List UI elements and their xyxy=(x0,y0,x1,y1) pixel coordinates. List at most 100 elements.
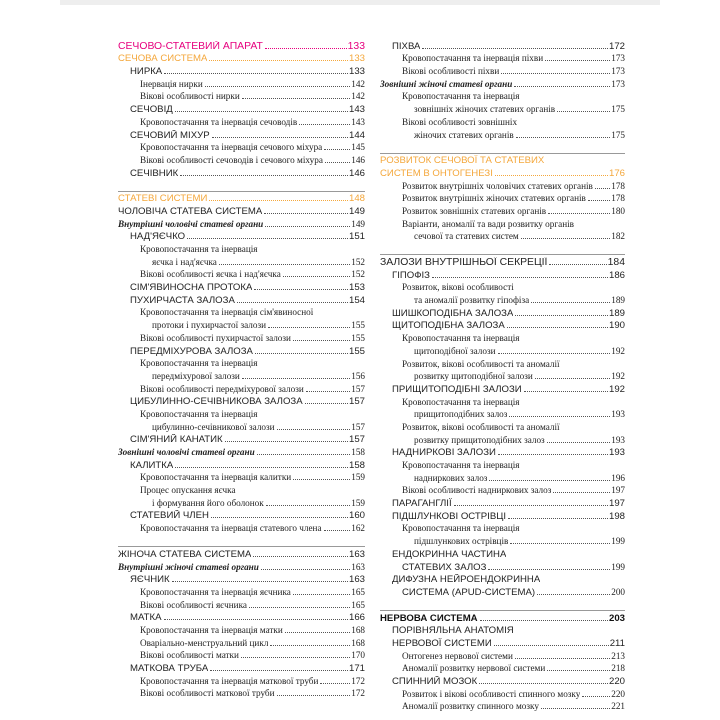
entry-title: Вікові особливості маткової труби xyxy=(140,688,275,699)
page-number: 173 xyxy=(611,66,625,77)
entry-title: СІМ'ЯВИНОСНА ПРОТОКА xyxy=(130,282,253,294)
toc-entry: СТАТЕВИХ ЗАЛОЗ 199 xyxy=(380,560,625,573)
entry-title: Вікові особливості зовнішніх xyxy=(402,116,518,127)
dot-leader xyxy=(211,136,348,138)
entry-title: СИСТЕМА (APUD-СИСТЕМА) xyxy=(402,586,536,598)
page-number: 154 xyxy=(348,294,365,306)
dot-leader xyxy=(557,111,611,113)
entry-title: НАД'ЯЄЧКО xyxy=(130,231,186,243)
toc-entry: протоки і пухирчастої залози 155 xyxy=(118,318,365,331)
dot-leader xyxy=(548,212,611,214)
dot-leader xyxy=(515,136,611,138)
toc-entry: сечової та статевих систем 182 xyxy=(380,230,625,243)
toc-entry: Вікові особливості яєчника 165 xyxy=(118,598,365,611)
entry-title: Вікові особливості пухирчастої залози xyxy=(140,332,291,343)
dot-leader xyxy=(489,479,611,481)
entry-title: передміхурової залози xyxy=(152,370,240,381)
page-number: 162 xyxy=(351,523,365,534)
page-number: 149 xyxy=(351,218,365,229)
page-number: 165 xyxy=(351,599,365,610)
page-number: 190 xyxy=(608,320,625,332)
dot-leader xyxy=(209,200,348,202)
page-number: 180 xyxy=(611,205,625,216)
dot-leader xyxy=(210,670,348,671)
dot-leader xyxy=(210,517,348,519)
entry-title: ПОРІВНЯЛЬНА АНАТОМІЯ xyxy=(392,625,514,637)
dot-leader xyxy=(479,619,608,621)
dot-leader xyxy=(553,492,611,494)
page-number: 142 xyxy=(351,91,365,102)
page-number: 175 xyxy=(611,104,625,115)
toc-entry: і формування його оболонок 159 xyxy=(118,496,365,509)
dot-leader xyxy=(515,314,608,316)
page-number: 178 xyxy=(611,193,625,204)
dot-leader xyxy=(324,161,351,163)
entry-title: ДИФУЗНА НЕЙРОЕНДОКРИННА xyxy=(392,574,541,586)
dot-leader xyxy=(523,390,608,392)
dot-leader xyxy=(320,682,351,684)
entry-title: ЧОЛОВІЧА СТАТЕВА СИСТЕМА xyxy=(118,205,263,217)
toc-entry: ПРИЩИТОПОДІБНІ ЗАЛОЗИ 192 xyxy=(380,382,625,395)
entry-title: СІМ'ЯНИЙ КАНАТИК xyxy=(130,434,223,446)
toc-left-column: СЕЧОВО-СТАТЕВИЙ АПАРАТ 133 СЕЧОВА СИСТЕМА 1… xyxy=(118,39,365,699)
toc-entry: НАД'ЯЄЧКО 151 xyxy=(118,230,365,243)
toc-entry: Внутрішні чоловічі статеві органи 149 xyxy=(118,217,365,230)
page-number: 151 xyxy=(348,231,365,243)
dot-leader xyxy=(547,670,611,672)
toc-entry: прищитоподібних залоз 193 xyxy=(380,408,625,421)
dot-leader xyxy=(265,225,351,227)
dot-leader xyxy=(506,327,608,329)
toc-entry: СЕЧОВИЙ МІХУР 144 xyxy=(118,128,365,141)
toc-entry: передміхурової залози 156 xyxy=(118,369,365,382)
entry-title: СИСТЕМ В ОНТОГЕНЕЗІ xyxy=(380,167,493,179)
entry-title: СТАТЕВИЙ ЧЛЕН xyxy=(130,510,209,522)
entry-title: МАТКА xyxy=(130,612,162,624)
dot-leader xyxy=(268,327,351,329)
dot-leader xyxy=(545,60,611,62)
entry-title: СПИННИЙ МОЗОК xyxy=(392,676,478,687)
entry-title: ЕНДОКРИННА ЧАСТИНА xyxy=(392,548,507,560)
entry-title: ПІДШЛУНКОВІ ОСТРІВЦІ xyxy=(392,510,507,522)
dot-leader xyxy=(264,47,347,49)
entry-title: Варіанти, аномалії та вади розвитку орга… xyxy=(402,218,575,229)
toc-entry: Оваріально-менструальний цикл 168 xyxy=(118,636,365,649)
entry-title: Кровопостачання та інервація сечового мі… xyxy=(140,142,323,153)
toc-entry: підшлункових острівців 199 xyxy=(380,534,625,547)
toc-entry: Кровопостачання та інервація калитки 159 xyxy=(118,471,365,484)
dot-leader xyxy=(540,708,611,710)
dot-leader xyxy=(264,212,348,214)
entry-title: Кровопостачання та інервація статевого ч… xyxy=(140,523,322,534)
dot-leader xyxy=(276,695,351,697)
entry-title: Вікові особливості яєчка і над'яєчка xyxy=(140,269,281,280)
toc-entry: зовнішніх жіночих статевих органів 175 xyxy=(380,102,625,115)
toc-entry: Кровопостачання та інервація xyxy=(380,395,625,408)
entry-title: Вікові особливості нирки xyxy=(140,91,240,102)
entry-title: та аномалії розвитку гіпофіза xyxy=(414,295,530,306)
entry-title: підшлункових острівців xyxy=(414,536,509,547)
page-number: 192 xyxy=(608,383,625,395)
toc-entry: надниркових залоз 196 xyxy=(380,471,625,484)
dot-leader xyxy=(514,85,611,87)
dot-leader xyxy=(292,339,351,341)
entry-title: Вікові особливості сечоводів і сечового … xyxy=(140,154,323,165)
dot-leader xyxy=(520,238,611,240)
page-number: 196 xyxy=(611,472,625,483)
toc-entry: Інервація нирки 142 xyxy=(118,77,365,90)
toc-entry: жіночих статевих органів 175 xyxy=(380,128,625,141)
dot-leader xyxy=(292,593,351,595)
entry-title: Кровопостачання та інервація xyxy=(140,358,258,369)
page-number: 157 xyxy=(348,434,365,446)
entry-title: Розвиток внутрішніх чоловічих статевих о… xyxy=(402,180,593,191)
dot-leader xyxy=(549,264,607,265)
toc-entry: Розвиток, вікові особливості xyxy=(380,281,625,294)
toc-entry: Кровопостачання та інервація xyxy=(380,331,625,344)
dot-leader xyxy=(304,403,348,405)
toc-entry: Вікові особливості піхви 173 xyxy=(380,64,625,77)
page-number: 170 xyxy=(351,650,365,661)
toc-entry: Розвиток, вікові особливості та аномалії xyxy=(380,357,625,370)
toc-entry: Кровопостачання та інервація сім'явиносн… xyxy=(118,306,365,319)
toc-entry: Онтогенез нервової системи 213 xyxy=(380,649,625,662)
page-number: 193 xyxy=(611,434,625,445)
page-number: 211 xyxy=(609,637,625,649)
entry-title: Розвиток, вікові особливості xyxy=(402,282,514,293)
